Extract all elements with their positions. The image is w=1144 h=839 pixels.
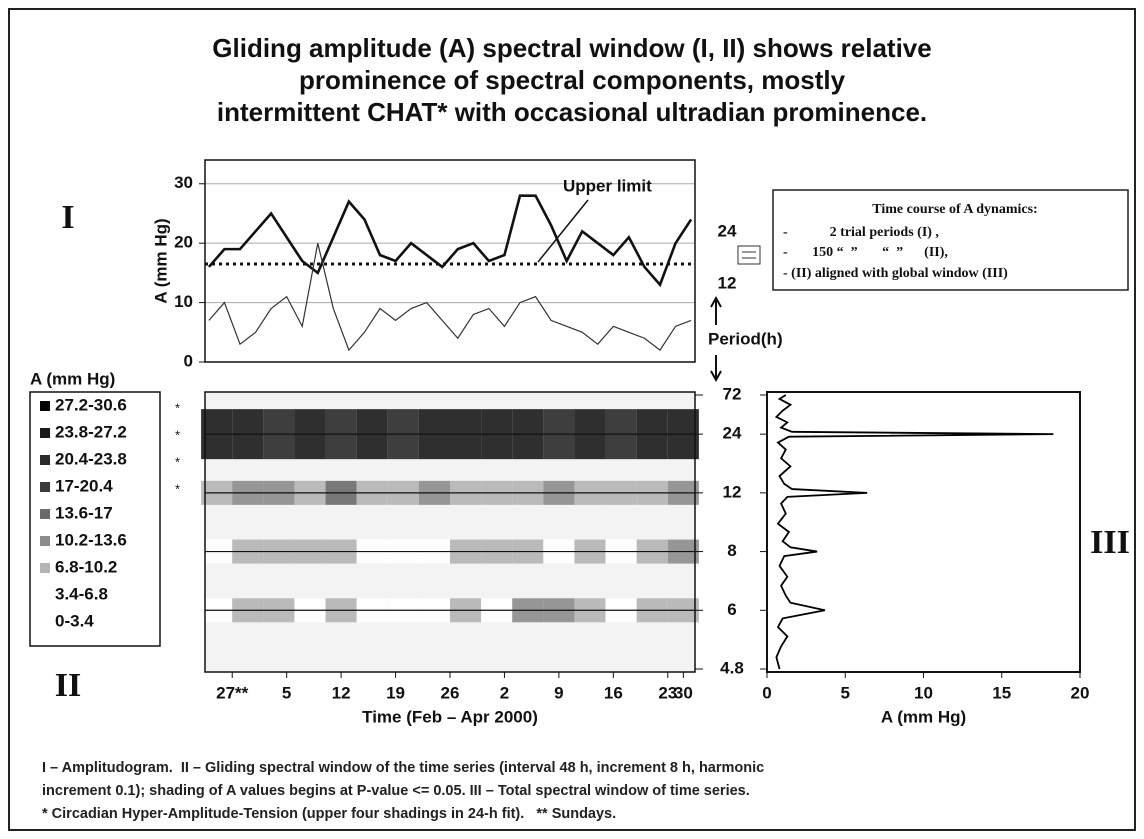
x-tick-label: 5 <box>841 683 850 702</box>
legend-mark: * <box>175 481 180 496</box>
series-line <box>208 243 692 352</box>
caption: * Circadian Hyper-Amplitude-Tension (upp… <box>42 806 616 822</box>
period-text: 24 <box>718 221 737 240</box>
info-text: Time course of A dynamics: <box>872 202 1037 217</box>
panel-label: I <box>61 199 74 236</box>
annotation: Upper limit <box>563 176 652 195</box>
x-tick-label: 10 <box>914 683 933 702</box>
legend-label: 10.2-13.6 <box>55 530 127 549</box>
y-tick-label: 72 <box>723 384 742 403</box>
info-box <box>772 189 1129 291</box>
legend-label: 17-20.4 <box>55 476 113 495</box>
legend-swatch <box>40 536 50 546</box>
legend-swatch <box>40 482 50 492</box>
y-tick-label: 0 <box>184 351 193 370</box>
legend-title: A (mm Hg) <box>30 369 115 388</box>
x-tick-label: 27** <box>216 683 249 702</box>
period-swatch <box>737 245 761 265</box>
y-tick-label: 10 <box>174 292 193 311</box>
title: intermittent CHAT* with occasional ultra… <box>217 97 927 127</box>
legend-box <box>29 391 161 647</box>
x-tick-label: 12 <box>332 683 351 702</box>
y-tick-label: 24 <box>723 424 742 443</box>
caption: I – Amplitudogram. II – Gliding spectral… <box>42 760 764 776</box>
series-line <box>207 194 693 288</box>
legend-mark: * <box>175 427 180 442</box>
plot-frame <box>766 391 1081 673</box>
legend-swatch <box>40 563 50 573</box>
legend-swatch <box>40 455 50 465</box>
legend-mark: * <box>175 400 180 415</box>
legend-swatch <box>40 401 50 411</box>
title: prominence of spectral components, mostl… <box>299 65 846 95</box>
x-tick-label: 2 <box>500 683 509 702</box>
info-text: - 150 “ ” “ ” (II), <box>783 245 948 260</box>
legend-label: 6.8-10.2 <box>55 557 117 576</box>
legend-label: 0-3.4 <box>55 611 94 630</box>
legend-label: 23.8-27.2 <box>55 422 127 441</box>
period-text: 12 <box>718 273 737 292</box>
legend-label: 27.2-30.6 <box>55 395 127 414</box>
legend-label: 20.4-23.8 <box>55 449 127 468</box>
info-text: - (II) aligned with global window (III) <box>783 266 1008 281</box>
y-tick-label: 8 <box>727 541 736 560</box>
x-tick-label: 26 <box>441 683 460 702</box>
x-axis-label: Time (Feb – Apr 2000) <box>362 707 538 726</box>
x-tick-label: 20 <box>1071 683 1090 702</box>
x-tick-label: 0 <box>762 683 771 702</box>
panel-label: III <box>1090 524 1130 561</box>
caption: increment 0.1); shading of A values begi… <box>42 783 750 799</box>
x-tick-label: 15 <box>992 683 1011 702</box>
legend-swatch <box>40 509 50 519</box>
period-label: Period(h) <box>708 329 783 348</box>
y-tick-label: 30 <box>174 173 193 192</box>
x-tick-label: 19 <box>386 683 405 702</box>
y-tick-label: 4.8 <box>720 658 744 677</box>
legend-label: 3.4-6.8 <box>55 584 108 603</box>
spectrum-line <box>774 394 1054 670</box>
period-arrows <box>710 295 722 383</box>
x-tick-label: 5 <box>282 683 291 702</box>
annotation-leader <box>537 199 589 263</box>
x-tick-label: 30 <box>674 683 693 702</box>
x-tick-label: 16 <box>604 683 623 702</box>
title: Gliding amplitude (A) spectral window (I… <box>212 33 931 63</box>
y-tick-label: 20 <box>174 233 193 252</box>
x-axis-label: A (mm Hg) <box>881 707 966 726</box>
legend-swatch <box>40 428 50 438</box>
info-text: - 2 trial periods (I) , <box>783 225 939 240</box>
y-axis-label: A (mm Hg) <box>151 218 170 303</box>
y-tick-label: 12 <box>723 482 742 501</box>
legend-mark: * <box>175 454 180 469</box>
plot-frame <box>204 159 696 363</box>
legend-label: 13.6-17 <box>55 503 113 522</box>
y-tick-label: 6 <box>727 600 736 619</box>
panel-label: II <box>55 667 81 704</box>
x-tick-label: 23 <box>658 683 677 702</box>
x-tick-label: 9 <box>554 683 563 702</box>
